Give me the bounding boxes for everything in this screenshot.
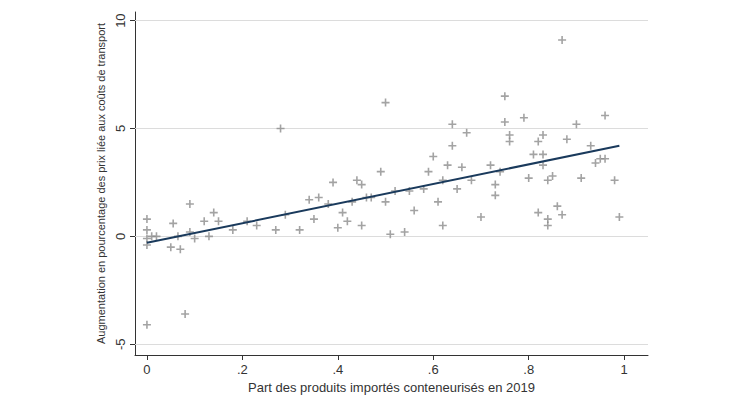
svg-text:.6: .6 <box>428 362 439 377</box>
svg-text:10: 10 <box>113 13 128 27</box>
svg-text:0: 0 <box>113 233 128 240</box>
svg-text:Augmentation en pourcentage de: Augmentation en pourcentage des prix lié… <box>95 23 107 344</box>
svg-text:.8: .8 <box>523 362 534 377</box>
svg-text:0: 0 <box>143 362 150 377</box>
svg-text:Part des produits importés con: Part des produits importés conteneurisés… <box>248 380 535 395</box>
svg-text:.4: .4 <box>332 362 343 377</box>
svg-text:1: 1 <box>621 362 628 377</box>
svg-text:5: 5 <box>113 125 128 132</box>
svg-text:.2: .2 <box>237 362 248 377</box>
svg-text:-5: -5 <box>113 338 128 350</box>
